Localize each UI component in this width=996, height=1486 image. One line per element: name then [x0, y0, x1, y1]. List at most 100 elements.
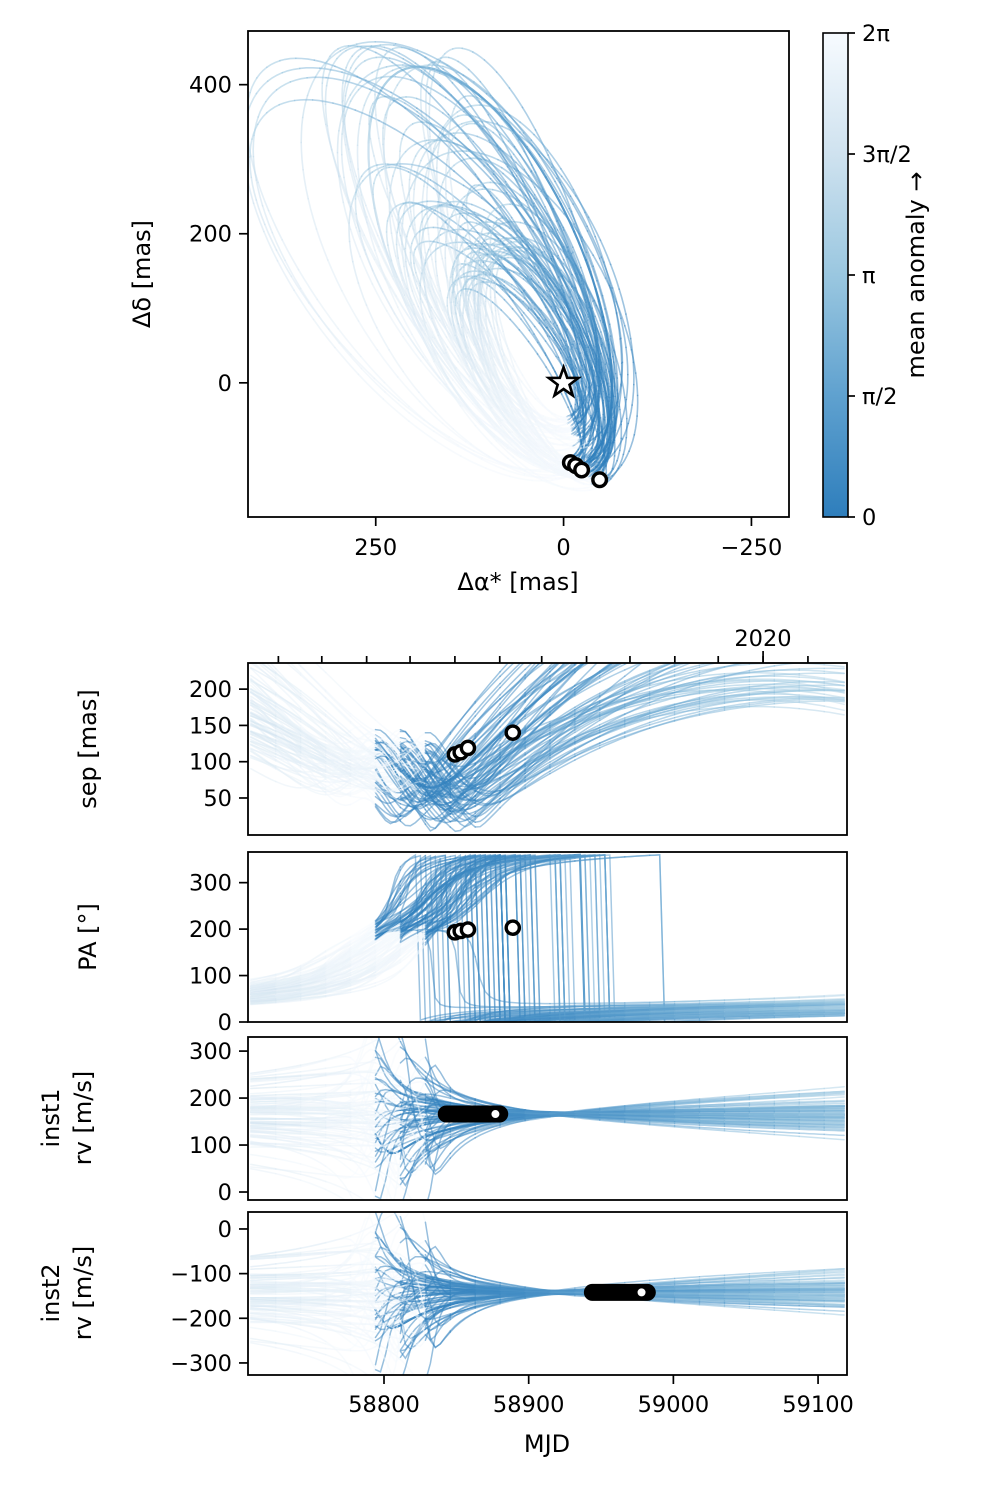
orbit-trace-segment — [546, 149, 562, 170]
orbit-trace-segment — [495, 71, 511, 89]
orbit-trace-segment — [340, 133, 343, 156]
orbit-trace-segment — [420, 256, 424, 275]
orbit-trace-segment — [484, 352, 496, 376]
panel-trace — [249, 853, 846, 1022]
orbit-trace-segment — [520, 380, 530, 392]
orbit-trace-segment — [461, 214, 479, 234]
orbit-trace-segment — [488, 389, 499, 409]
orbit-trace-segment — [324, 55, 331, 69]
orbit-trace-segment — [457, 71, 475, 83]
orbit-trace-segment — [540, 278, 551, 291]
orbit-trace-segment — [428, 150, 455, 172]
orbit-trace-segment — [417, 163, 429, 176]
orbit-trace-segment — [607, 359, 615, 378]
orbit-trace-segment — [467, 294, 473, 308]
orbit-trace-segment — [500, 398, 510, 414]
orbit-trace-segment — [566, 328, 575, 342]
orbit-trace-segment — [360, 355, 386, 384]
timeseries-segment — [698, 1126, 726, 1130]
timeseries-segment — [600, 648, 625, 657]
orbit-trace-segment — [489, 207, 497, 216]
timeseries-segment — [823, 1270, 845, 1274]
orbit-trace-segment — [454, 239, 457, 251]
orbit-trace-segment — [517, 169, 536, 196]
orbit-trace-segment — [530, 278, 548, 302]
orbit-trace-segment — [386, 211, 392, 222]
orbit-trace-segment — [420, 228, 425, 244]
orbit-trace-segment — [540, 479, 559, 487]
orbit-trace-segment — [588, 303, 595, 322]
orbit-trace-segment — [360, 168, 369, 178]
orbit-trace-segment — [600, 413, 604, 434]
orbit-trace-segment — [493, 356, 503, 371]
orbit-trace-segment — [514, 198, 529, 209]
orbit-trace-segment — [397, 376, 421, 403]
orbit-trace-segment — [504, 393, 517, 413]
orbit-trace-segment — [496, 144, 517, 172]
orbit-trace-segment — [460, 282, 470, 308]
orbit-trace-segment — [529, 434, 541, 448]
orbit-trace-segment — [329, 48, 339, 58]
orbit-trace-segment — [423, 325, 443, 356]
orbit-trace-segment — [409, 75, 430, 95]
orbit-trace-segment — [382, 241, 392, 263]
orbit-trace-segment — [536, 316, 547, 329]
orbit-trace-segment — [605, 339, 612, 361]
orbit-trace-segment — [383, 163, 392, 192]
orbit-trace-segment — [593, 390, 597, 404]
orbit-trace-segment — [357, 195, 369, 225]
orbit-trace-segment — [504, 116, 520, 141]
orbit-trace-segment — [586, 442, 593, 448]
orbit-trace-segment — [302, 169, 309, 200]
orbit-trace-segment — [429, 179, 448, 192]
orbit-trace-segment — [415, 159, 422, 175]
orbit-trace-segment — [593, 444, 598, 455]
orbit-trace-segment — [472, 288, 475, 301]
orbit-trace-segment — [576, 386, 579, 397]
orbit-trace-segment — [508, 187, 521, 197]
orbit-trace-segment — [512, 365, 521, 384]
orbit-trace-segment — [466, 336, 474, 356]
orbit-trace-segment — [437, 67, 454, 84]
orbit-trace-segment — [452, 47, 463, 50]
orbit-trace-segment — [517, 262, 529, 278]
orbit-trace-segment — [513, 387, 524, 402]
orbit-trace-segment — [529, 226, 546, 253]
orbit-trace-segment — [548, 410, 557, 416]
orbit-trace-segment — [583, 281, 594, 302]
orbit-trace-segment — [530, 274, 545, 294]
orbit-trace-segment — [466, 276, 473, 283]
orbit-trace-segment — [572, 203, 589, 232]
timeseries-segment — [774, 511, 799, 517]
orbit-trace-segment — [266, 71, 284, 82]
orbit-trace-segment — [374, 76, 378, 96]
orbit-trace-segment — [495, 204, 504, 210]
orbit-trace-segment — [531, 425, 543, 441]
orbit-trace-segment — [458, 82, 481, 97]
orbit-trace-segment — [488, 351, 497, 366]
orbit-trace-segment — [499, 339, 505, 356]
orbit-trace-segment — [478, 324, 485, 340]
orbit-trace-segment — [321, 67, 326, 84]
orbit-trace-segment — [538, 308, 554, 330]
orbit-trace-segment — [429, 75, 435, 94]
orbit-trace-segment — [573, 409, 581, 420]
orbit-trace-segment — [324, 103, 329, 127]
orbit-trace-segment — [457, 114, 467, 118]
orbit-trace-segment — [507, 348, 515, 367]
orbit-trace-segment — [413, 303, 424, 322]
orbit-trace-segment — [612, 420, 623, 441]
orbit-trace-segment — [467, 214, 481, 224]
orbit-trace-segment — [399, 166, 404, 186]
orbit-trace-segment — [252, 202, 265, 233]
orbit-trace-segment — [620, 398, 628, 423]
orbit-trace-segment — [461, 318, 468, 338]
orbit-trace-segment — [547, 310, 556, 324]
orbit-trace-segment — [436, 139, 448, 142]
orbit-trace-segment — [398, 52, 417, 64]
orbit-trace-segment — [499, 285, 511, 294]
orbit-trace-segment — [591, 400, 597, 415]
timeseries-segment — [675, 543, 700, 555]
orbit-trace-segment — [355, 175, 367, 207]
orbit-trace-segment — [405, 123, 414, 131]
